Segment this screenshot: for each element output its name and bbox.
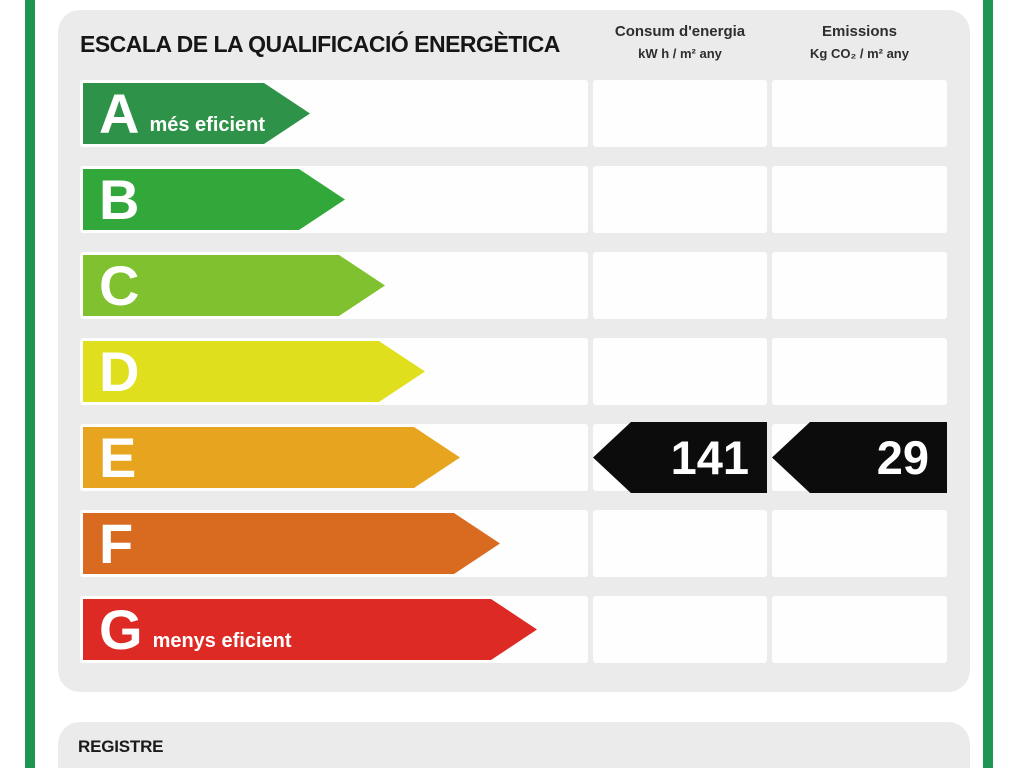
- rating-letter-d: D: [99, 339, 140, 403]
- consum-value-marker: 141: [593, 422, 767, 493]
- rating-row-c: C: [58, 252, 970, 319]
- emissions-header-line1: Emissions: [821, 23, 898, 40]
- energy-scale-panel: ESCALA DE LA QUALIFICACIÓ ENERGÈTICA Con…: [58, 10, 970, 692]
- rating-letter-g: G: [99, 597, 143, 661]
- rating-row-d: D: [58, 338, 970, 405]
- rating-letter-f: F: [99, 511, 134, 575]
- emissions-column-header: Emissions Kg CO₂ / m² any: [772, 23, 947, 62]
- consum-header-line1: Consum d'energia: [614, 23, 746, 40]
- rating-row-e: E 141 29: [58, 422, 970, 493]
- rating-arrow-c: C: [83, 255, 385, 316]
- consum-header-line2: kW h / m² any: [638, 46, 722, 61]
- emissions-cell-g: [772, 596, 947, 663]
- efficiency-label-g: menys eficient: [152, 630, 292, 652]
- consum-column-header: Consum d'energia kW h / m² any: [593, 23, 767, 62]
- rating-letter-c: C: [99, 253, 140, 317]
- rating-arrow-f: F: [83, 513, 500, 574]
- emissions-value-marker: 29: [772, 422, 947, 493]
- right-green-stripe: [983, 0, 993, 768]
- consum-cell-a: [593, 80, 767, 147]
- rating-arrow-b: B: [83, 169, 345, 230]
- emissions-cell-c: [772, 252, 947, 319]
- emissions-cell-d: [772, 338, 947, 405]
- consum-cell-b: [593, 166, 767, 233]
- registre-label: REGISTRE: [78, 737, 164, 756]
- emissions-cell-a: [772, 80, 947, 147]
- consum-cell-f: [593, 510, 767, 577]
- rating-row-b: B: [58, 166, 970, 233]
- efficiency-label-a: més eficient: [149, 114, 266, 136]
- page-title: ESCALA DE LA QUALIFICACIÓ ENERGÈTICA: [80, 31, 560, 57]
- consum-cell-d: [593, 338, 767, 405]
- left-green-stripe: [25, 0, 35, 768]
- rating-letter-e: E: [99, 425, 137, 489]
- consum-cell-c: [593, 252, 767, 319]
- emissions-cell-b: [772, 166, 947, 233]
- rating-arrow-e: E: [83, 427, 460, 488]
- rating-letter-a: A: [99, 81, 140, 145]
- rating-arrow-d: D: [83, 341, 425, 402]
- rating-letter-b: B: [99, 167, 140, 231]
- emissions-cell-f: [772, 510, 947, 577]
- registre-panel: REGISTRE: [58, 722, 970, 768]
- emissions-header-line2: Kg CO₂ / m² any: [810, 46, 909, 61]
- consum-cell-g: [593, 596, 767, 663]
- rating-row-f: F: [58, 510, 970, 577]
